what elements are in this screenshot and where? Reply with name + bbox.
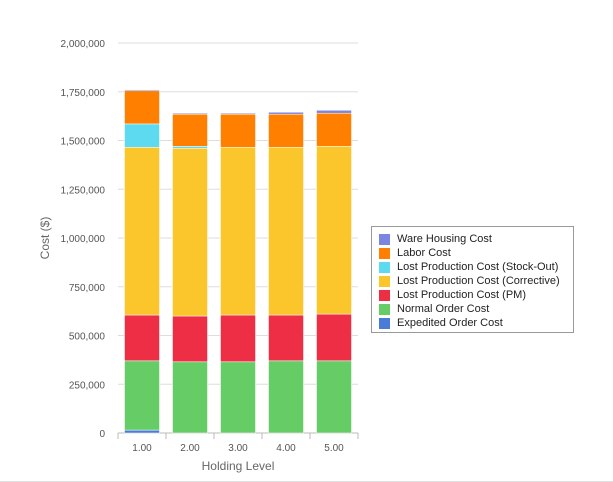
bar-segment-lost-production-cost-pm: [124, 314, 160, 362]
legend-label: Lost Production Cost (PM): [397, 289, 526, 301]
bar-segment-ware-housing-cost: [124, 89, 160, 92]
legend-item: Lost Production Cost (Corrective): [379, 274, 573, 288]
bar-segment-labor-cost: [268, 113, 304, 148]
legend-swatch: [379, 233, 390, 245]
legend-swatch: [379, 303, 390, 315]
y-tick-label: 250,000: [69, 380, 106, 391]
legend-item: Lost Production Cost (PM): [379, 288, 573, 302]
legend-label: Labor Cost: [397, 247, 451, 259]
bar-segment-lost-production-cost-corrective: [220, 147, 256, 316]
legend-swatch: [379, 289, 390, 301]
bar-segment-lost-production-cost-pm: [172, 315, 208, 363]
x-tick-label: 4.00: [276, 443, 296, 454]
bar-segment-labor-cost: [316, 112, 352, 147]
bar-segment-lost-production-cost-corrective: [124, 147, 160, 316]
y-axis-title: Cost ($): [38, 217, 52, 260]
bar-segment-ware-housing-cost: [220, 112, 256, 115]
x-axis-title: Holding Level: [202, 459, 275, 473]
y-tick-label: 1,750,000: [61, 88, 106, 99]
legend-label: Ware Housing Cost: [397, 233, 492, 245]
chart-legend: Ware Housing Cost Labor Cost Lost Producti…: [371, 226, 574, 333]
legend-swatch: [379, 275, 390, 287]
y-tick-label: 1,250,000: [61, 185, 106, 196]
x-tick-label: 5.00: [324, 443, 344, 454]
bar-segment-ware-housing-cost: [268, 111, 304, 115]
bar-segment-ware-housing-cost: [316, 110, 352, 114]
bar-segment-normal-order-cost: [172, 361, 208, 434]
bar-segment-lost-production-cost-stock-out: [172, 146, 208, 149]
legend-label: Normal Order Cost: [397, 303, 490, 315]
bar-segment-lost-production-cost-corrective: [268, 147, 304, 316]
legend-swatch: [379, 247, 390, 259]
x-tick-label: 3.00: [228, 443, 248, 454]
legend-label: Lost Production Cost (Corrective): [397, 275, 560, 287]
bar-segment-lost-production-cost-stock-out: [124, 123, 160, 148]
bar-segment-lost-production-cost-pm: [316, 313, 352, 362]
legend-item: Normal Order Cost: [379, 302, 573, 316]
y-tick-label: 500,000: [69, 332, 106, 343]
legend-item: Lost Production Cost (Stock-Out): [379, 260, 573, 274]
y-tick-label: 1,000,000: [61, 234, 106, 245]
bar-segment-lost-production-cost-corrective: [316, 146, 352, 315]
y-tick-label: 2,000,000: [61, 39, 106, 50]
legend-label: Expedited Order Cost: [397, 317, 503, 329]
bar-segment-normal-order-cost: [316, 360, 352, 434]
legend-swatch: [379, 261, 390, 273]
bar-segment-normal-order-cost: [220, 361, 256, 434]
bar-segment-labor-cost: [172, 113, 208, 147]
bar-segment-expedited-order-cost: [124, 429, 160, 434]
bar-segment-lost-production-cost-pm: [268, 314, 304, 362]
legend-label: Lost Production Cost (Stock-Out): [397, 261, 559, 273]
bar-segment-lost-production-cost-pm: [220, 314, 256, 363]
bar-segment-ware-housing-cost: [172, 112, 208, 115]
y-tick-label: 750,000: [69, 283, 106, 294]
bar-segment-normal-order-cost: [268, 360, 304, 434]
legend-item: Ware Housing Cost: [379, 232, 573, 246]
y-tick-label: 1,500,000: [61, 137, 106, 148]
x-tick-label: 2.00: [180, 443, 200, 454]
bar-segment-lost-production-cost-corrective: [172, 148, 208, 317]
bar-segment-normal-order-cost: [124, 360, 160, 431]
legend-item: Expedited Order Cost: [379, 316, 573, 330]
bar-segment-labor-cost: [220, 113, 256, 148]
bar-segment-labor-cost: [124, 90, 160, 125]
y-tick-label: 0: [99, 429, 105, 440]
x-tick-label: 1.00: [132, 443, 152, 454]
legend-swatch: [379, 317, 390, 329]
legend-item: Labor Cost: [379, 246, 573, 260]
